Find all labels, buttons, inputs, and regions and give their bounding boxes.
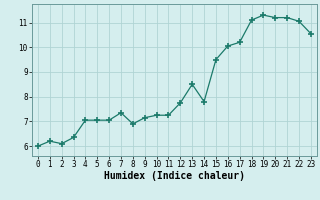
X-axis label: Humidex (Indice chaleur): Humidex (Indice chaleur) [104,171,245,181]
